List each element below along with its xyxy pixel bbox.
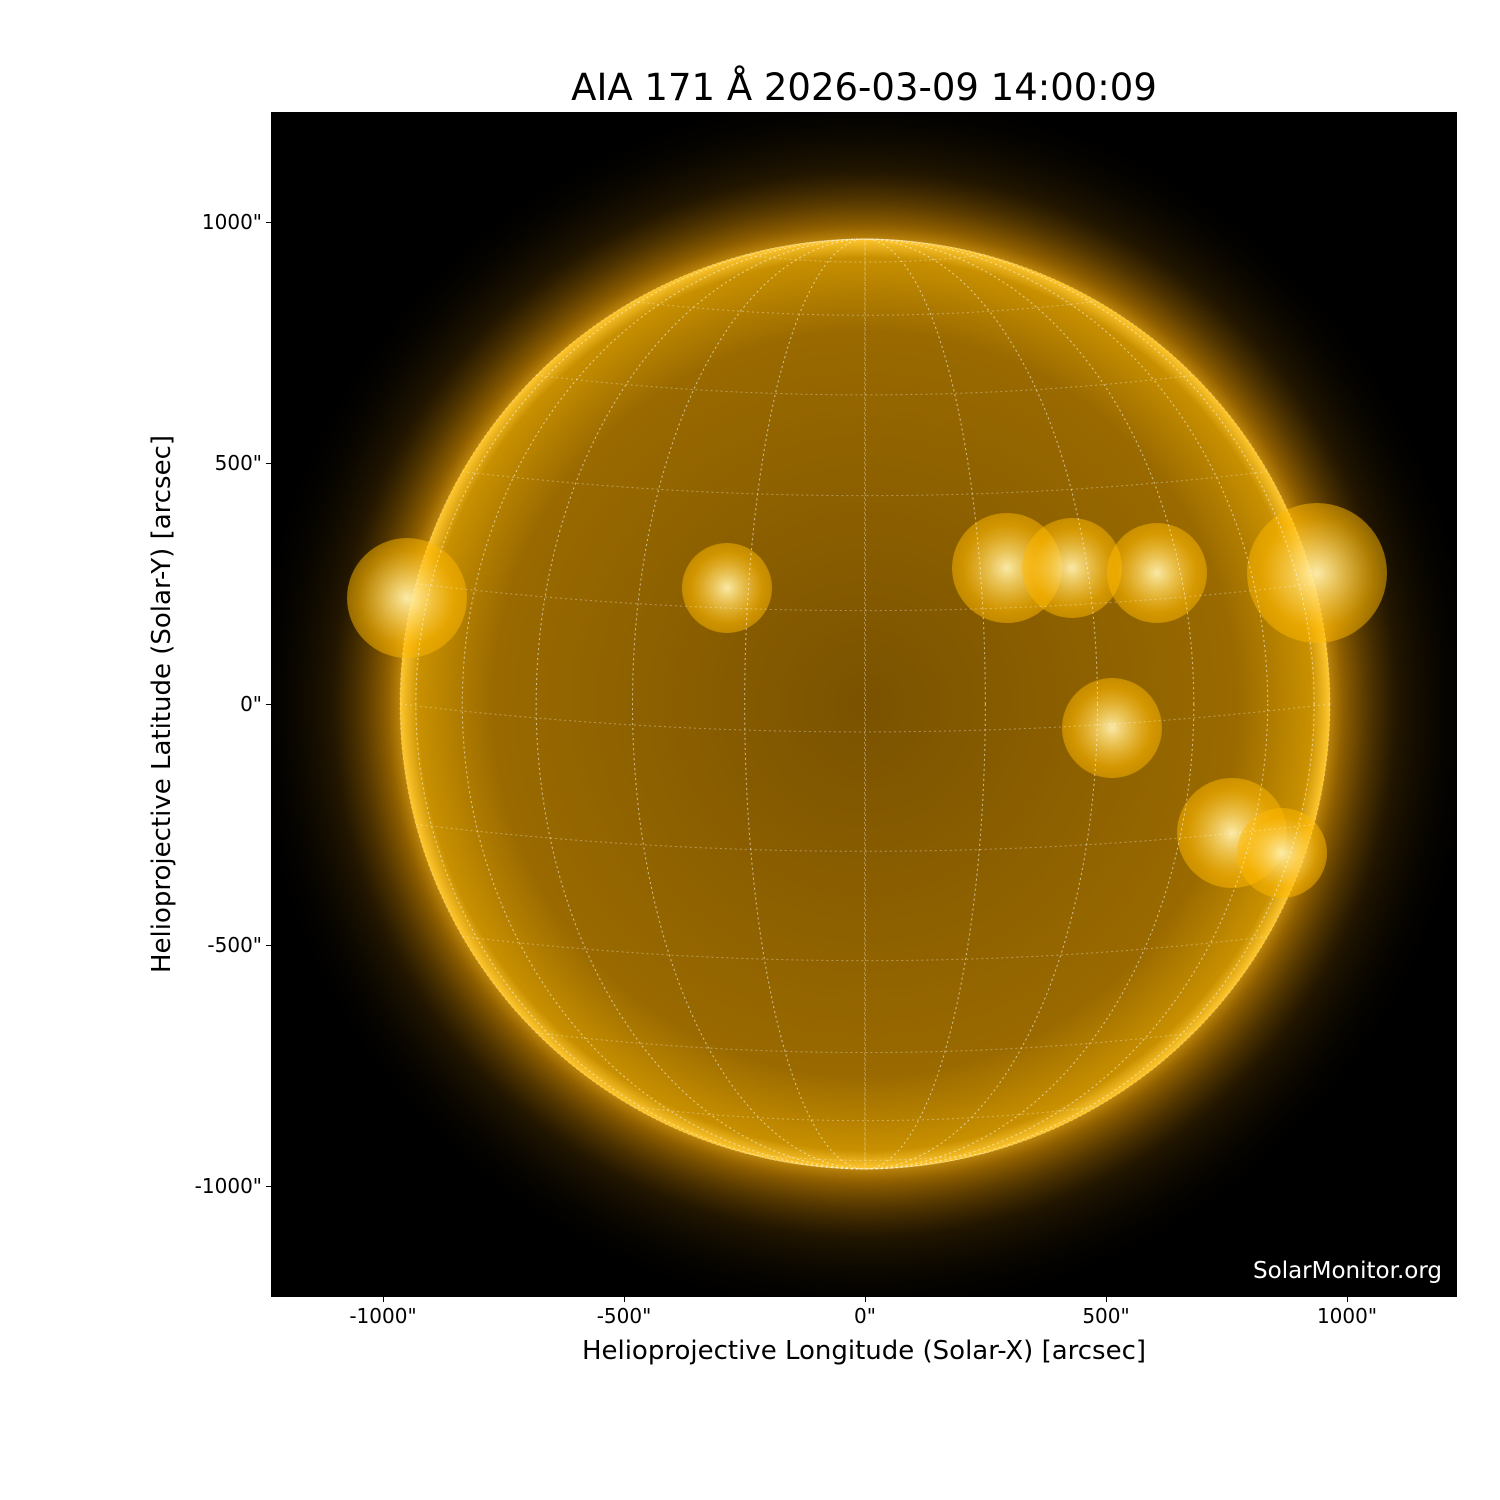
longitude-line xyxy=(461,238,1269,1170)
longitude-line xyxy=(632,238,1098,1170)
y-tick-label: 0" xyxy=(240,692,262,716)
y-tick-label: 500" xyxy=(214,451,262,475)
longitude-line xyxy=(415,238,1315,1170)
latitude-line xyxy=(462,471,1268,497)
solar-disk xyxy=(400,239,1330,1169)
latitude-line xyxy=(744,254,986,263)
longitude-line xyxy=(535,238,1195,1170)
latitude-line xyxy=(399,703,1331,733)
y-tick-mark xyxy=(266,463,272,464)
longitude-line xyxy=(461,238,1269,1170)
y-axis-label: Helioprojective Latitude (Solar-Y) [arcs… xyxy=(147,434,177,974)
limb xyxy=(399,238,1331,1170)
x-tick-label: 500" xyxy=(1082,1304,1130,1328)
y-tick-label: -500" xyxy=(207,933,262,957)
plot-title: AIA 171 Å 2026-03-09 14:00:09 xyxy=(571,66,1157,109)
y-tick-label: 1000" xyxy=(201,210,262,234)
y-tick-mark xyxy=(266,704,272,705)
y-tick-label: -1000" xyxy=(194,1174,262,1198)
longitude-line xyxy=(864,238,866,1170)
x-tick-mark xyxy=(865,1296,866,1302)
latitude-line xyxy=(415,823,1315,852)
x-tick-mark xyxy=(1347,1296,1348,1302)
heliographic-grid xyxy=(399,238,1331,1170)
watermark: SolarMonitor.org xyxy=(1253,1258,1442,1284)
x-tick-label: -1000" xyxy=(349,1304,417,1328)
sun-map xyxy=(272,113,1456,1296)
longitude-line xyxy=(415,238,1315,1170)
y-tick-mark xyxy=(266,945,272,946)
latitude-line xyxy=(462,936,1268,962)
x-axis-label: Helioprojective Longitude (Solar-X) [arc… xyxy=(581,1336,1147,1366)
y-tick-mark xyxy=(266,1186,272,1187)
longitude-line xyxy=(632,238,1098,1170)
latitude-line xyxy=(536,374,1194,396)
latitude-line xyxy=(536,1032,1194,1054)
x-tick-mark xyxy=(624,1296,625,1302)
longitude-line xyxy=(535,238,1195,1170)
solar-image: SolarMonitor.org xyxy=(271,112,1457,1297)
longitude-line xyxy=(744,238,986,1170)
x-tick-label: -500" xyxy=(596,1304,652,1328)
active-regions xyxy=(347,503,1387,898)
latitude-line xyxy=(744,1152,986,1161)
x-tick-mark xyxy=(1106,1296,1107,1302)
x-tick-label: 0" xyxy=(854,1304,876,1328)
x-tick-mark xyxy=(383,1296,384,1302)
longitude-line xyxy=(744,238,986,1170)
latitude-line xyxy=(415,583,1315,612)
y-tick-mark xyxy=(266,222,272,223)
x-tick-label: 1000" xyxy=(1316,1304,1378,1328)
